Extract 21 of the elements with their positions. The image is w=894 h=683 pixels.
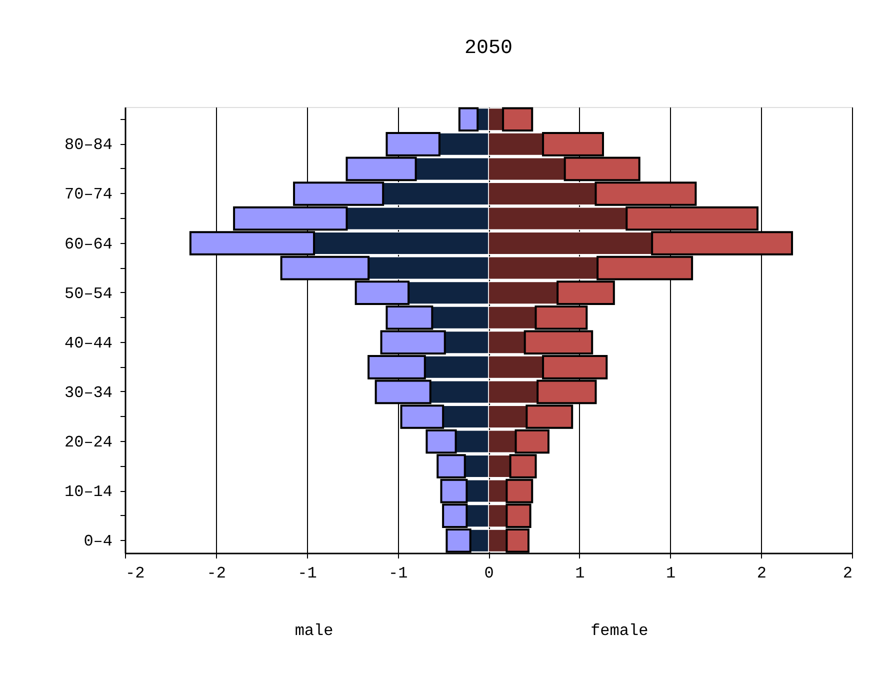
chart-title: 2050 [464,37,513,60]
y-tick-label: 50–54 [64,284,112,303]
x-tick-label: -2 [206,564,226,582]
text: female [590,622,648,640]
x-tick-label: -1 [298,564,317,582]
y-tick-label: 10–14 [64,483,112,502]
y-tick-label: 20–24 [64,434,112,452]
y-tick-label: 70–74 [64,186,112,204]
x-tick-label: 1 [575,564,585,582]
y-tick-label: 80–84 [64,136,112,154]
y-tick-label: 40–44 [64,334,112,352]
x-tick-label: 0 [484,564,494,582]
text: male [294,622,334,640]
x-tick-label: 2 [756,564,766,582]
x-tick-label: 1 [666,564,676,582]
x-tick-label: -1 [388,564,408,582]
x-tick-label: 2 [842,564,852,582]
y-tick-label: 0–4 [84,532,112,551]
y-tick-label: 60–64 [64,235,112,254]
y-tick-label: 30–34 [64,384,112,402]
x-tick-label: -2 [126,564,145,582]
